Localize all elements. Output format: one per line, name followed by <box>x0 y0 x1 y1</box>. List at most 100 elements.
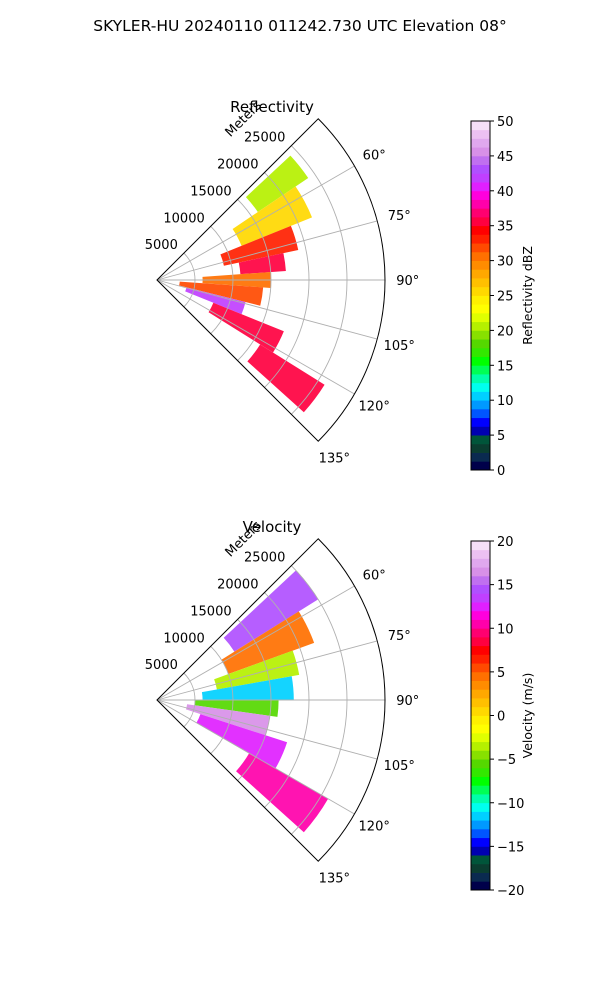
colorbar-swatch <box>471 365 490 375</box>
colorbar-swatch <box>471 216 490 227</box>
angle-tick-label: 135° <box>319 871 350 886</box>
colorbar-swatch <box>471 339 490 349</box>
panel-title: Reflectivity <box>230 98 314 116</box>
colorbar-swatch <box>471 435 490 445</box>
angle-tick-label: 75° <box>388 209 411 224</box>
colorbar-swatch <box>471 182 490 192</box>
colorbar-swatch <box>471 881 490 891</box>
colorbar-swatch <box>471 199 490 209</box>
colorbar-swatch <box>471 417 490 427</box>
colorbar-swatch <box>471 846 490 856</box>
colorbar-tick-label: 10 <box>497 622 514 637</box>
colorbar-swatch <box>471 785 490 795</box>
colorbar-swatch <box>471 374 490 384</box>
colorbar-tick-label: 30 <box>497 255 514 270</box>
colorbar-swatch <box>471 138 490 148</box>
data-cell <box>194 700 279 717</box>
angular-gridline <box>156 640 378 701</box>
colorbar-swatch <box>471 602 490 612</box>
colorbar-swatch <box>471 802 490 812</box>
colorbar-tick-label: −10 <box>497 797 524 812</box>
colorbar-swatch <box>471 724 490 734</box>
angle-tick-label: 90° <box>396 694 419 709</box>
colorbar-swatch <box>471 452 490 462</box>
colorbar-swatch <box>471 541 490 551</box>
colorbar-swatch <box>471 654 490 664</box>
data-cell <box>220 225 299 266</box>
colorbar-swatch <box>471 549 490 559</box>
angle-tick-label: 105° <box>384 339 415 354</box>
colorbar-tick-label: 15 <box>497 359 514 374</box>
angular-gridline <box>156 699 355 815</box>
colorbar-swatch <box>471 811 490 821</box>
colorbar-swatch <box>471 382 490 392</box>
colorbar-tick-label: 15 <box>497 579 514 594</box>
angular-gridline <box>156 699 378 760</box>
radial-tick-label: 5000 <box>145 238 178 253</box>
colorbar-tick-label: 35 <box>497 220 514 235</box>
angle-tick-label: 135° <box>319 451 350 466</box>
colorbar-swatch <box>471 619 490 629</box>
data-cell <box>232 186 313 246</box>
data-cell <box>179 281 264 306</box>
colorbar-swatch <box>471 636 490 647</box>
panel-title: Velocity <box>243 518 302 536</box>
colorbar-swatch <box>471 872 490 882</box>
colorbar-swatch <box>471 794 490 804</box>
angle-tick-label: 90° <box>396 274 419 289</box>
data-cell <box>196 714 288 769</box>
colorbar-swatch <box>471 671 490 681</box>
data-cell <box>236 753 329 833</box>
colorbar-tick-label: 40 <box>497 185 514 200</box>
colorbar-swatch <box>471 575 490 586</box>
colorbar-swatch <box>471 461 490 471</box>
colorbar-swatch <box>471 584 490 594</box>
sector-frame <box>156 538 386 862</box>
colorbar-swatch <box>471 426 490 436</box>
data-cell <box>245 155 309 213</box>
colorbar-tick-label: 0 <box>497 710 505 725</box>
colorbar-swatch <box>471 208 490 218</box>
colorbar-swatch <box>471 776 490 786</box>
radial-tick-label: 15000 <box>190 184 231 199</box>
colorbar-swatch <box>471 610 490 620</box>
colorbar-swatch <box>471 759 490 769</box>
colorbar-tick-label: 10 <box>497 394 514 409</box>
colorbar-swatch <box>471 680 490 690</box>
radial-tick-label: 10000 <box>163 631 204 646</box>
angular-gridline <box>156 279 355 395</box>
colorbar-swatch <box>471 593 490 603</box>
colorbar-tick-label: 45 <box>497 150 514 165</box>
colorbar-swatch <box>471 321 490 331</box>
colorbar-swatch <box>471 732 490 743</box>
colorbar-swatch <box>471 391 490 401</box>
colorbar-swatch <box>471 443 490 453</box>
angle-tick-label: 105° <box>384 759 415 774</box>
colorbar-swatch <box>471 567 490 577</box>
colorbar-swatch <box>471 278 490 288</box>
colorbar-swatch <box>471 628 490 638</box>
colorbar-swatch <box>471 767 490 777</box>
colorbar-swatch <box>471 286 490 296</box>
angle-tick-label: 60° <box>363 149 386 164</box>
data-cell <box>208 302 284 353</box>
colorbar-tick-label: 5 <box>497 429 505 444</box>
radial-tick-label: 5000 <box>145 658 178 673</box>
colorbar-swatch <box>471 260 490 270</box>
colorbar-swatch <box>471 155 490 166</box>
colorbar-swatch <box>471 706 490 716</box>
colorbar-swatch <box>471 147 490 157</box>
angular-gridline <box>156 165 355 281</box>
data-cell <box>214 650 300 690</box>
sector-frame <box>156 118 386 442</box>
colorbar-tick-label: −15 <box>497 840 524 855</box>
colorbar-tick-label: 20 <box>497 535 514 550</box>
colorbar-swatch <box>471 129 490 139</box>
radial-tick-label: 25000 <box>244 551 285 566</box>
colorbar-swatch <box>471 400 490 410</box>
angular-gridline <box>156 220 378 281</box>
colorbar-swatch <box>471 295 490 305</box>
radial-tick-label: 25000 <box>244 131 285 146</box>
colorbar-swatch <box>471 645 490 655</box>
